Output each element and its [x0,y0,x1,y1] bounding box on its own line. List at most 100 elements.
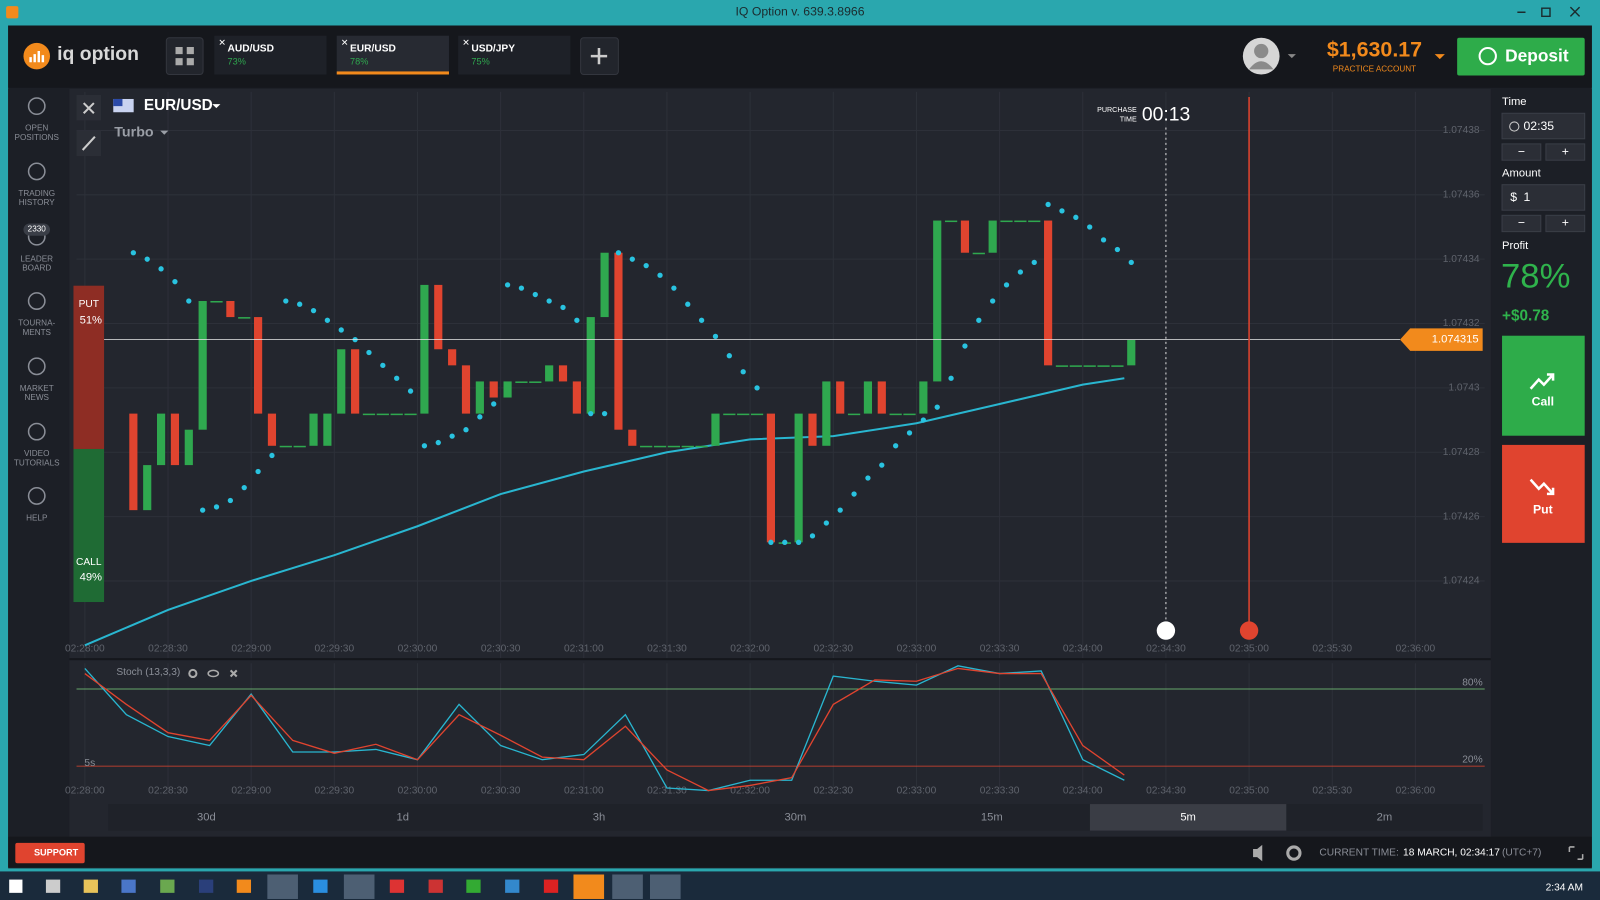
fullscreen-icon[interactable] [1568,846,1584,860]
sidebar-label[interactable]: LEADER [20,254,53,263]
task-icon[interactable] [236,879,252,893]
y-tick-label: 1.07426 [1443,511,1480,522]
tab-close[interactable]: ✕ [462,37,470,47]
support-button[interactable] [15,842,85,864]
task-icon[interactable] [313,879,328,893]
time-input[interactable] [1501,112,1586,140]
sidebar-label[interactable]: VIDEO [24,449,49,458]
candle [404,413,417,416]
sidebar-label[interactable]: BOARD [22,264,51,273]
candle [362,413,376,416]
task-icon[interactable] [466,879,481,893]
tab-close[interactable]: ✕ [218,37,226,47]
time-label: Time [1502,96,1527,108]
timeframe-tab[interactable]: 3h [593,811,605,823]
asset-tab[interactable]: ✕ EUR/USD 78% [336,35,449,75]
task-icon[interactable] [83,879,98,893]
tab-close[interactable]: ✕ [341,37,349,47]
timeframe-tab[interactable]: 30m [784,811,806,823]
caret[interactable] [1434,54,1445,60]
sidebar-label[interactable]: HISTORY [19,198,56,207]
indicator-remove[interactable] [229,669,238,678]
candle [309,413,318,446]
task-icon[interactable] [505,879,520,893]
candle [1044,220,1053,366]
sar-dot [435,439,441,446]
sidebar-icon[interactable] [27,357,46,376]
task-icon[interactable] [198,879,214,893]
candle [129,413,138,511]
sidebar-label[interactable]: TUTORIALS [14,458,60,467]
x-tick-label: 02:28:00 [65,644,105,655]
indicator-visibility[interactable] [207,669,220,678]
sound-icon[interactable] [1253,844,1263,862]
sidebar-icon[interactable] [27,97,46,116]
sar-dot [200,507,206,513]
balance[interactable]: $1,630.17 [1327,38,1422,62]
taskbar [0,871,1600,900]
amount-plus[interactable] [1545,214,1586,233]
indicator-settings[interactable] [188,668,198,679]
sidebar-label[interactable]: MARKET [20,384,54,393]
sidebar-label[interactable]: POSITIONS [15,133,60,142]
put-button[interactable] [1502,444,1585,543]
caret[interactable] [160,130,169,135]
sar-dot [768,539,774,545]
sidebar-icon[interactable] [27,422,46,441]
sidebar-label[interactable]: TOURNA- [18,319,55,328]
time-plus[interactable] [1545,143,1586,161]
grid-button[interactable] [165,37,204,75]
task-icon-active[interactable] [343,874,375,899]
timeframe-tab[interactable]: 15m [981,811,1003,823]
minus-label: − [1518,144,1525,158]
caret[interactable] [212,104,221,109]
task-icon[interactable] [543,879,559,893]
sidebar-label[interactable]: MENTS [22,328,51,337]
caret[interactable] [1287,54,1296,59]
candle [822,381,831,446]
sidebar-label[interactable]: HELP [26,514,48,523]
sidebar-icon[interactable] [27,292,46,310]
timeframe-tab[interactable]: 2m [1377,811,1393,823]
time-minus[interactable] [1501,143,1542,161]
settings-icon[interactable] [1286,845,1302,861]
taskbar-icons[interactable] [9,874,681,899]
task-icon-active[interactable] [650,874,681,899]
sidebar-label[interactable]: TRADING [18,189,55,198]
sidebar-icon[interactable] [27,486,46,505]
candle [681,445,694,448]
asset-tab[interactable]: ✕ AUD/USD 73% [214,35,327,75]
timeframe-tab[interactable]: 1d [396,811,408,823]
option-mode[interactable]: Turbo [114,124,154,140]
asset-pair[interactable]: EUR/USD [144,97,213,114]
sar-dot [1059,208,1065,214]
sar-dot [879,462,885,468]
task-icon-active[interactable] [573,874,605,899]
task-icon-active[interactable] [267,874,298,899]
amount-input[interactable] [1501,184,1586,211]
task-icon[interactable] [45,879,61,893]
asset-tab[interactable]: ✕ USD/JPY 75% [458,35,571,75]
amount-label: Amount [1502,167,1542,179]
sar-dot [726,353,732,359]
timeframe-tab[interactable]: 5m [1180,811,1196,823]
task-icon[interactable] [428,879,443,893]
task-icon-active[interactable] [612,874,643,899]
timeframe-tab[interactable]: 30d [197,811,216,823]
interval-label[interactable]: 5s [84,758,95,769]
task-icon[interactable] [389,879,405,893]
sidebar-label[interactable]: NEWS [25,393,50,402]
sar-dot [477,414,483,420]
start-button[interactable] [9,879,23,893]
amount-minus[interactable] [1501,214,1542,233]
sidebar-label[interactable]: OPEN [25,124,48,133]
sar-dot [1003,282,1010,288]
window-controls[interactable] [1517,6,1581,18]
candle [600,252,609,318]
logo-bars [29,51,45,63]
task-icon[interactable] [160,879,175,893]
candle [1097,365,1110,367]
sidebar-icon[interactable] [27,162,46,181]
time-value: 02:35 [1523,119,1554,133]
task-icon[interactable] [121,879,136,893]
